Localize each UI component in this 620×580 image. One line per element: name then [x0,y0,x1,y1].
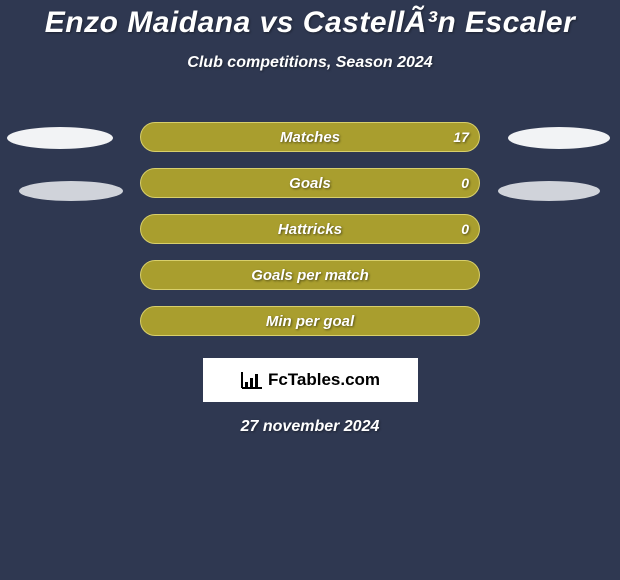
stat-bar-hattricks: Hattricks 0 [140,214,480,244]
stat-value: 0 [461,221,469,237]
logo-text: FcTables.com [268,370,380,390]
stat-value: 17 [453,129,469,145]
stat-bar-min-per-goal: Min per goal [140,306,480,336]
page-subtitle: Club competitions, Season 2024 [0,54,620,72]
stat-label: Min per goal [266,313,354,330]
stat-bar-goals: Goals 0 [140,168,480,198]
stat-row: Min per goal [0,298,620,344]
stat-value: 0 [461,175,469,191]
date-text: 27 november 2024 [0,418,620,436]
stat-label: Goals [289,175,331,192]
stat-label: Matches [280,129,340,146]
stat-label: Goals per match [251,267,369,284]
page-title: Enzo Maidana vs CastellÃ³n Escaler [0,0,620,40]
logo-box: FcTables.com [203,358,418,402]
stat-bar-goals-per-match: Goals per match [140,260,480,290]
barchart-icon [240,370,264,390]
stat-row: Goals per match [0,252,620,298]
stat-row: Goals 0 [0,160,620,206]
stat-rows: Matches 17 Goals 0 Hattricks 0 Goals per… [0,114,620,344]
stat-label: Hattricks [278,221,342,238]
stat-row: Matches 17 [0,114,620,160]
stat-bar-matches: Matches 17 [140,122,480,152]
stat-row: Hattricks 0 [0,206,620,252]
